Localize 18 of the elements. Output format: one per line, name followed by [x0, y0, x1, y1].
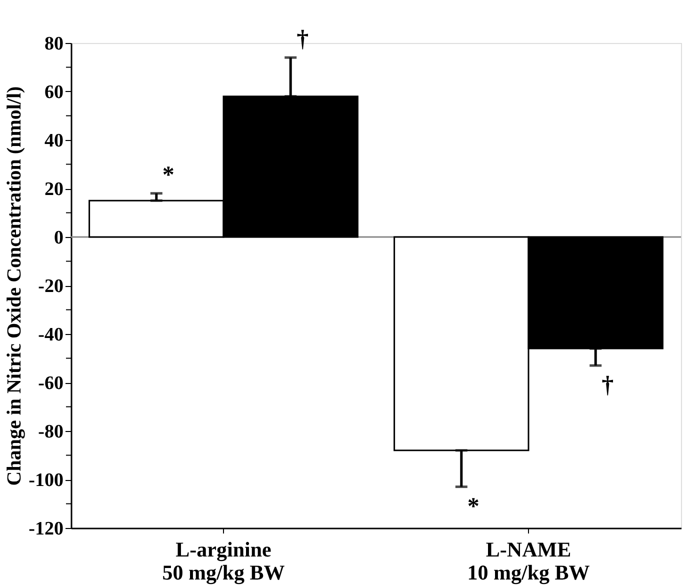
- y-tick-label: 40: [44, 130, 64, 152]
- y-tick-label: 0: [54, 228, 64, 248]
- y-tick-label: -60: [38, 373, 64, 394]
- y-axis-title: Change in Nitric Oxide Concentration (nmol/l): [4, 86, 26, 486]
- y-tick-label: 20: [44, 179, 64, 200]
- annotation: †: [602, 372, 614, 399]
- y-tick-label: -40: [38, 324, 64, 346]
- y-tick-label: 80: [44, 34, 64, 54]
- y-tick-label: -80: [38, 422, 64, 442]
- x-tick-label: L-NAME 10 mg/kg BW: [467, 538, 590, 584]
- annotation: *: [162, 162, 174, 188]
- x-tick-label: L-arginine 50 mg/kg BW: [162, 538, 285, 584]
- y-tick-label: -100: [28, 470, 64, 491]
- y-tick-label: -120: [28, 518, 64, 540]
- annotation: *: [467, 494, 480, 520]
- y-tick-label: -20: [38, 276, 64, 297]
- annotation: †: [296, 26, 309, 53]
- y-tick-label: 60: [44, 82, 64, 103]
